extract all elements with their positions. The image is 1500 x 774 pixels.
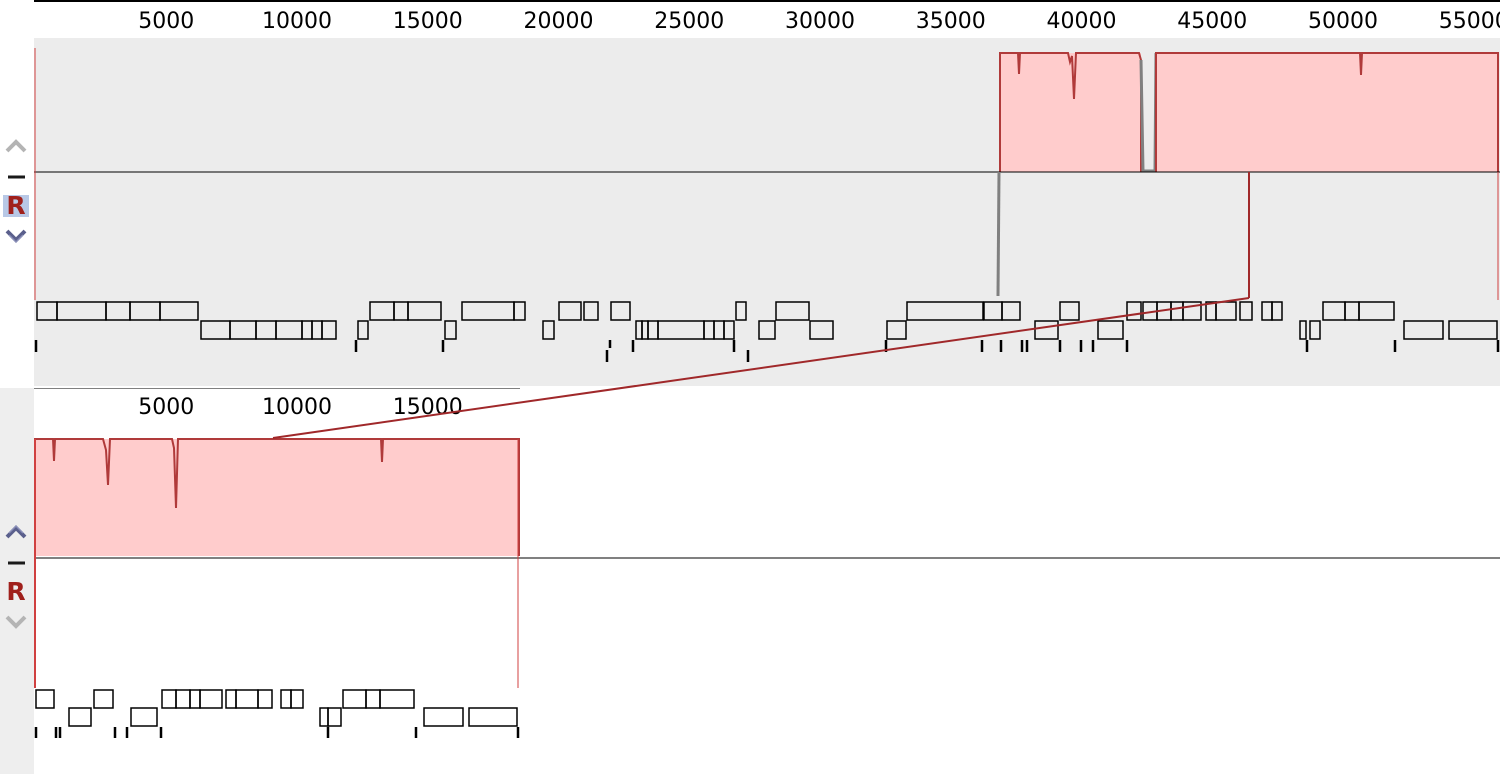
cds-feature [1271, 301, 1283, 321]
cds-feature [1309, 320, 1321, 340]
genome-panel-top: 5000 10000 15000 20000 25000 30000 35000 40000 4… [0, 0, 1500, 386]
ruler-background [34, 0, 1500, 38]
chevron-down-icon [5, 229, 27, 244]
cds-feature [159, 301, 199, 321]
cds-feature [35, 689, 55, 709]
ruler-tick-label: 10000 [262, 395, 332, 420]
ruler-ticks: 5000 10000 15000 20000 25000 30000 35000 40000 4… [138, 9, 1500, 34]
cds-feature [130, 707, 158, 727]
ruler-tick-label: 55000 [1439, 9, 1500, 34]
feature-row-reverse [68, 707, 518, 727]
lcb-gap-marker [996, 171, 1001, 297]
ruler-tick-label: 35000 [916, 9, 986, 34]
lcb-block-1[interactable] [35, 439, 519, 556]
ruler-tick-label: 30000 [785, 9, 855, 34]
cds-feature [1448, 320, 1498, 340]
chevron-down-icon [5, 615, 27, 629]
chevron-up-icon [5, 139, 27, 153]
cds-feature [327, 707, 342, 727]
minus-icon [8, 175, 25, 179]
minus-icon [8, 561, 25, 565]
ruler-tick-label: 50000 [1308, 9, 1378, 34]
feature-row-forward [35, 689, 415, 709]
track-controls-top: R [0, 0, 34, 386]
ruler-ticks: 5000 10000 15000 [138, 395, 463, 420]
move-down-button[interactable] [3, 226, 29, 248]
ruler-tick-label: 15000 [393, 395, 463, 420]
reverse-r-icon[interactable]: R [3, 193, 29, 218]
lcb-block-1-profile [999, 52, 1142, 172]
ruler-tick-label: 5000 [138, 395, 194, 420]
genome-track-bottom[interactable]: 5000 10000 15000 [0, 388, 1500, 774]
move-down-button[interactable] [3, 612, 29, 634]
cds-feature [1299, 320, 1307, 340]
move-up-button[interactable] [3, 520, 29, 542]
lcb-block-2-profile [1155, 52, 1499, 172]
cds-feature [290, 689, 304, 709]
lcb-block-2[interactable] [1157, 53, 1498, 172]
cds-feature [1403, 320, 1444, 340]
hide-track-button[interactable] [3, 166, 29, 188]
cds-feature [257, 689, 273, 709]
lcb-block-1-profile [34, 438, 520, 556]
hide-track-button[interactable] [3, 552, 29, 574]
cds-feature [199, 689, 223, 709]
cds-feature [423, 707, 464, 727]
ruler-tick-label: 40000 [1047, 9, 1117, 34]
ruler-tick-label: 45000 [1177, 9, 1247, 34]
ruler-tick-label: 20000 [524, 9, 594, 34]
lcb-block-1[interactable] [1000, 53, 1141, 172]
genome-panel-bottom: 5000 10000 15000 [0, 388, 1500, 774]
genome-track-top[interactable]: 5000 10000 15000 20000 25000 30000 35000 40000 4… [0, 0, 1500, 386]
ruler-tick-label: 15000 [393, 9, 463, 34]
ruler-tick-label: 25000 [654, 9, 724, 34]
ruler-tick-label: 5000 [138, 9, 194, 34]
chevron-up-icon [5, 524, 27, 539]
move-up-button[interactable] [3, 134, 29, 156]
cds-feature [1358, 301, 1395, 321]
cds-feature [93, 689, 114, 709]
cds-feature [68, 707, 92, 727]
track-controls-bottom: R [0, 388, 34, 774]
feature-markers [34, 727, 520, 738]
reverse-r-icon[interactable]: R [6, 577, 26, 606]
cds-feature [468, 707, 518, 727]
cds-feature [379, 689, 415, 709]
ruler-tick-label: 10000 [262, 9, 332, 34]
